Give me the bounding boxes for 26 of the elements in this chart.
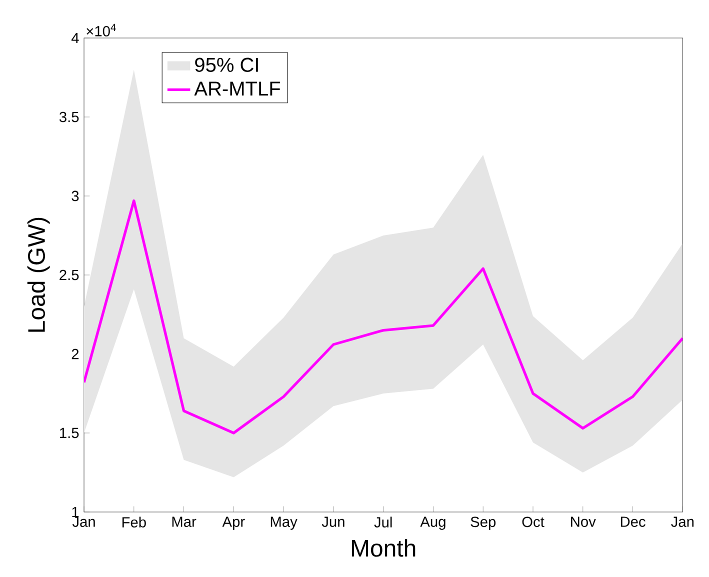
y-tick-label: 4 xyxy=(71,32,79,44)
x-tick-label: Feb xyxy=(122,516,146,528)
text: ×10$^{4}$ xyxy=(86,24,116,36)
x-tick-label: May xyxy=(270,516,298,530)
y-tick-label: 1 xyxy=(72,506,79,518)
y-axis-title: Load (GW) xyxy=(27,218,50,332)
x-tick-label: Sep xyxy=(470,516,496,530)
x-tick-label: Jul xyxy=(374,516,392,528)
x-tick-label: Apr xyxy=(222,516,245,530)
x-tick-label: Mar xyxy=(172,516,196,527)
y-tick-label: 3.5 xyxy=(59,112,79,122)
x-tick-label: Jan xyxy=(72,516,95,527)
y-tick-label: 2 xyxy=(72,348,79,360)
legend-label: AR-MTLF xyxy=(194,82,280,96)
x-tick-label: Jan xyxy=(671,516,694,527)
y-tick-label: 2.5 xyxy=(60,270,79,280)
x-tick-label: Jun xyxy=(322,516,344,527)
y-tick-label: 3 xyxy=(72,190,79,202)
x-tick-label: Aug xyxy=(420,516,446,530)
x-tick-label: Oct xyxy=(522,516,544,528)
line-series xyxy=(84,199,683,434)
x-axis-title: Month xyxy=(352,539,416,557)
x-tick-label: Nov xyxy=(571,516,596,527)
x-tick-label: Dec xyxy=(620,516,646,527)
y-tick-label: 1.5 xyxy=(60,428,79,438)
annotation: 95% CI xyxy=(195,58,258,72)
